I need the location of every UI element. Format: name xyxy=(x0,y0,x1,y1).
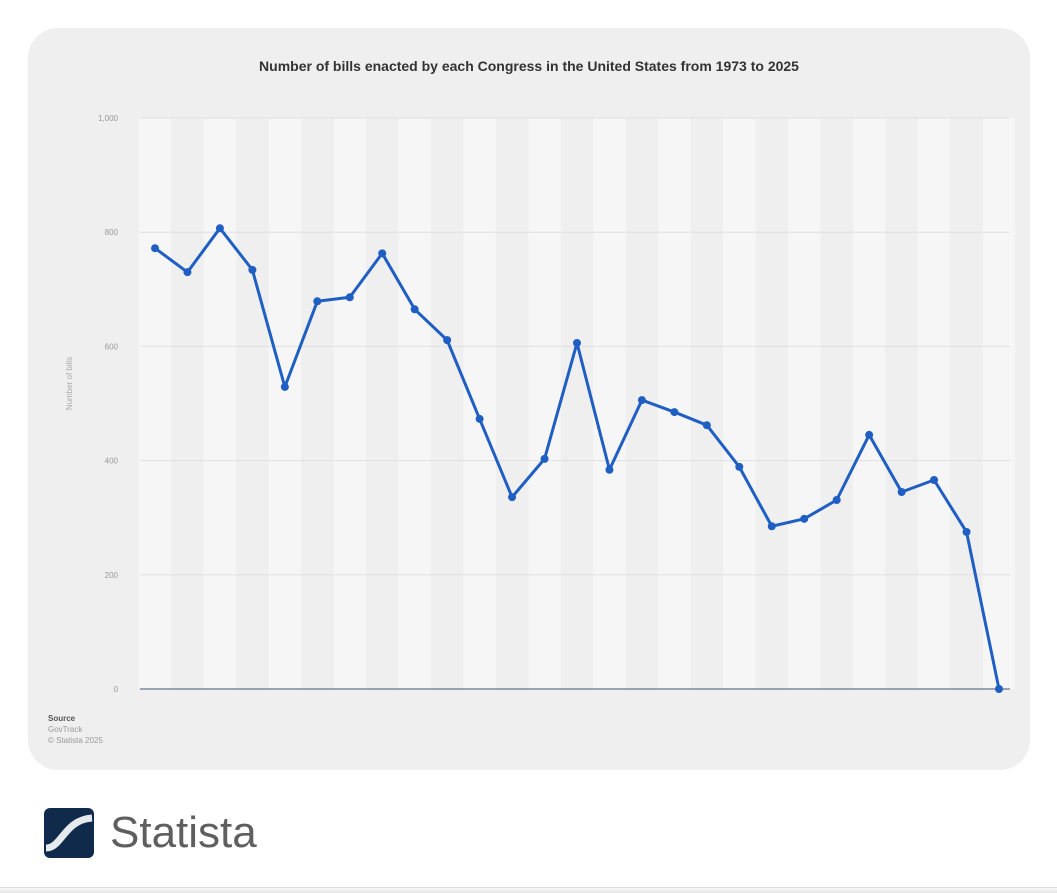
data-point xyxy=(670,408,679,417)
y-tick-label: 1,000 xyxy=(98,114,119,123)
data-point xyxy=(865,430,874,439)
y-tick-label: 400 xyxy=(105,457,119,466)
data-point xyxy=(637,396,646,405)
data-point xyxy=(605,465,614,474)
y-tick-label: 200 xyxy=(105,571,119,580)
data-point xyxy=(897,488,906,497)
data-point xyxy=(475,414,484,423)
data-point xyxy=(378,249,387,258)
data-point xyxy=(345,293,354,302)
column-band xyxy=(982,118,1016,689)
column-band xyxy=(138,118,172,689)
statista-footer[interactable]: Statista xyxy=(44,808,257,858)
data-point xyxy=(962,527,971,536)
statista-logo-icon xyxy=(44,808,94,858)
column-band xyxy=(658,118,691,689)
column-band xyxy=(917,118,951,689)
column-band xyxy=(593,118,626,689)
data-point xyxy=(443,336,452,345)
column-band xyxy=(463,118,496,689)
data-point xyxy=(540,454,549,463)
y-tick-label: 800 xyxy=(105,228,119,237)
column-band xyxy=(203,118,237,689)
source-note: Source GovTrack © Statista 2025 xyxy=(48,713,103,746)
data-point xyxy=(800,514,809,523)
data-point xyxy=(767,522,776,531)
copyright-line: © Statista 2025 xyxy=(48,736,103,745)
y-tick-label: 0 xyxy=(114,685,119,694)
data-point xyxy=(508,493,517,502)
column-band xyxy=(788,118,821,689)
column-band xyxy=(528,118,561,689)
data-point xyxy=(280,382,289,391)
data-point xyxy=(151,244,159,253)
data-point xyxy=(702,421,711,430)
column-band xyxy=(723,118,756,689)
y-axis-label: Number of bills xyxy=(65,357,74,410)
data-point xyxy=(735,462,744,471)
chart-title: Number of bills enacted by each Congress… xyxy=(259,58,799,74)
data-point xyxy=(313,297,322,306)
brand-name: Statista xyxy=(110,808,257,857)
divider xyxy=(0,887,1057,893)
source-line: GovTrack xyxy=(48,725,83,734)
column-band xyxy=(333,118,366,689)
data-point xyxy=(930,476,939,485)
data-point xyxy=(573,338,581,347)
chart-card: Number of bills enacted by each Congress… xyxy=(28,28,1030,770)
source-heading: Source xyxy=(48,714,76,723)
column-band xyxy=(268,118,302,689)
column-band xyxy=(852,118,886,689)
data-point xyxy=(410,305,419,314)
y-tick-label: 600 xyxy=(105,342,119,351)
line-chart: 0 200 400 600 800 1,000 Number of bills xyxy=(65,114,1016,694)
data-point xyxy=(832,495,841,504)
data-point xyxy=(995,685,1003,693)
data-point xyxy=(183,268,192,277)
column-band xyxy=(398,118,431,689)
data-point xyxy=(215,224,224,233)
data-point xyxy=(248,265,257,274)
